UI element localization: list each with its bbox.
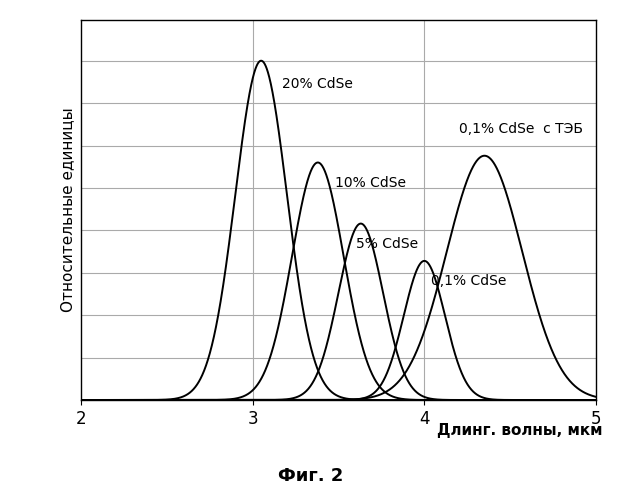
Text: 10% CdSe: 10% CdSe — [335, 176, 406, 190]
Text: Длинг. волны, мкм: Длинг. волны, мкм — [437, 422, 602, 438]
Text: Фиг. 2: Фиг. 2 — [278, 467, 343, 485]
Y-axis label: Относительные единицы: Относительные единицы — [60, 108, 75, 312]
Text: 5% CdSe: 5% CdSe — [356, 237, 418, 251]
Text: 0,1% CdSe: 0,1% CdSe — [431, 274, 507, 288]
Text: 0,1% CdSe  с ТЭБ: 0,1% CdSe с ТЭБ — [459, 122, 582, 136]
Text: 20% CdSe: 20% CdSe — [282, 78, 353, 92]
